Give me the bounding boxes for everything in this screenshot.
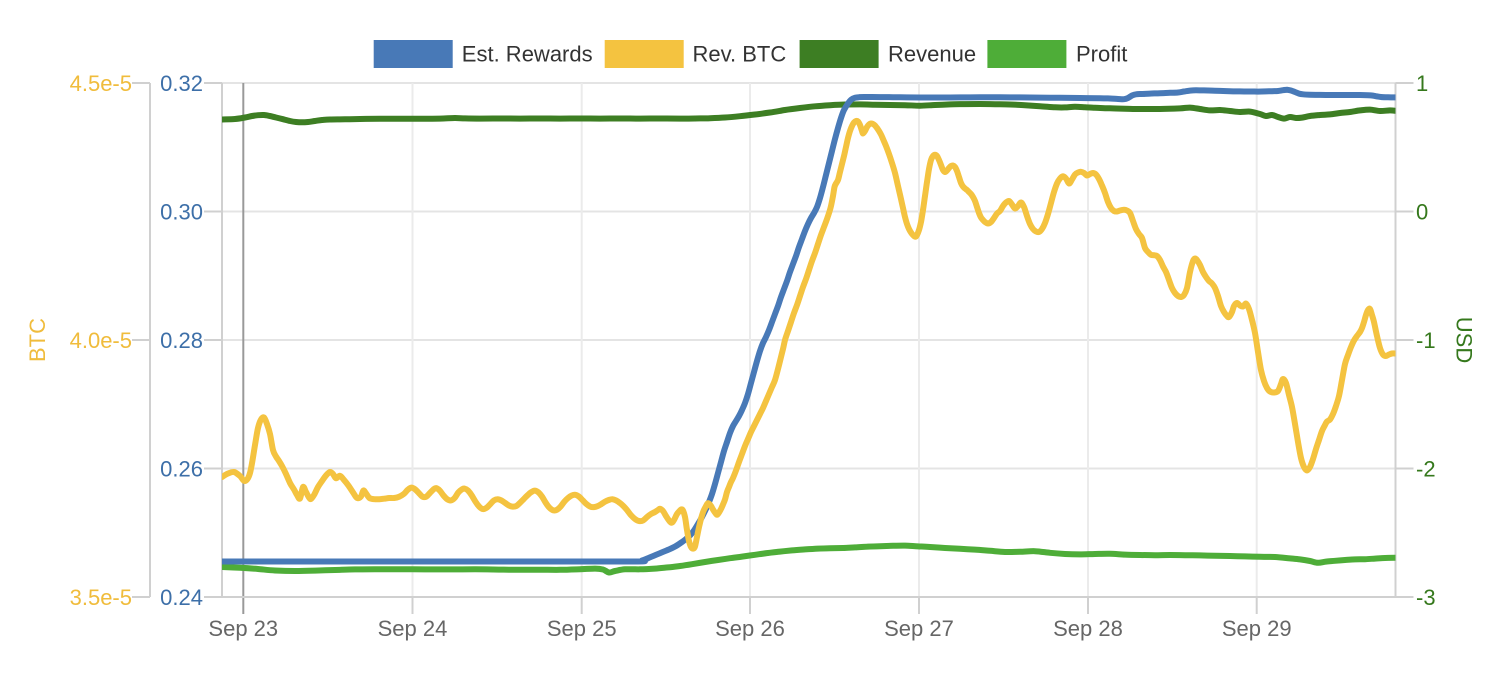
svg-text:Sep 27: Sep 27	[884, 616, 954, 641]
svg-text:Sep 28: Sep 28	[1053, 616, 1123, 641]
svg-text:Rev. BTC: Rev. BTC	[693, 42, 787, 67]
svg-text:Est. Rewards: Est. Rewards	[462, 42, 593, 67]
svg-text:Sep 24: Sep 24	[378, 616, 448, 641]
svg-text:-2: -2	[1416, 457, 1436, 482]
svg-text:4.0e-5: 4.0e-5	[70, 328, 132, 353]
svg-text:0.32: 0.32	[160, 71, 203, 96]
svg-text:0.24: 0.24	[160, 585, 203, 610]
svg-text:Profit: Profit	[1076, 42, 1127, 67]
svg-text:3.5e-5: 3.5e-5	[70, 585, 132, 610]
svg-text:0.30: 0.30	[160, 200, 203, 225]
svg-text:BTC: BTC	[25, 318, 50, 362]
svg-text:0.28: 0.28	[160, 328, 203, 353]
svg-text:4.5e-5: 4.5e-5	[70, 71, 132, 96]
svg-text:Sep 26: Sep 26	[715, 616, 785, 641]
svg-text:-3: -3	[1416, 585, 1436, 610]
svg-text:0.26: 0.26	[160, 457, 203, 482]
svg-text:Sep 23: Sep 23	[208, 616, 278, 641]
svg-text:USD: USD	[1452, 317, 1477, 363]
svg-text:1: 1	[1416, 71, 1428, 96]
svg-text:Sep 25: Sep 25	[547, 616, 617, 641]
svg-text:Sep 29: Sep 29	[1222, 616, 1292, 641]
svg-text:Revenue: Revenue	[888, 42, 976, 67]
svg-text:-1: -1	[1416, 328, 1436, 353]
svg-text:0: 0	[1416, 200, 1428, 225]
